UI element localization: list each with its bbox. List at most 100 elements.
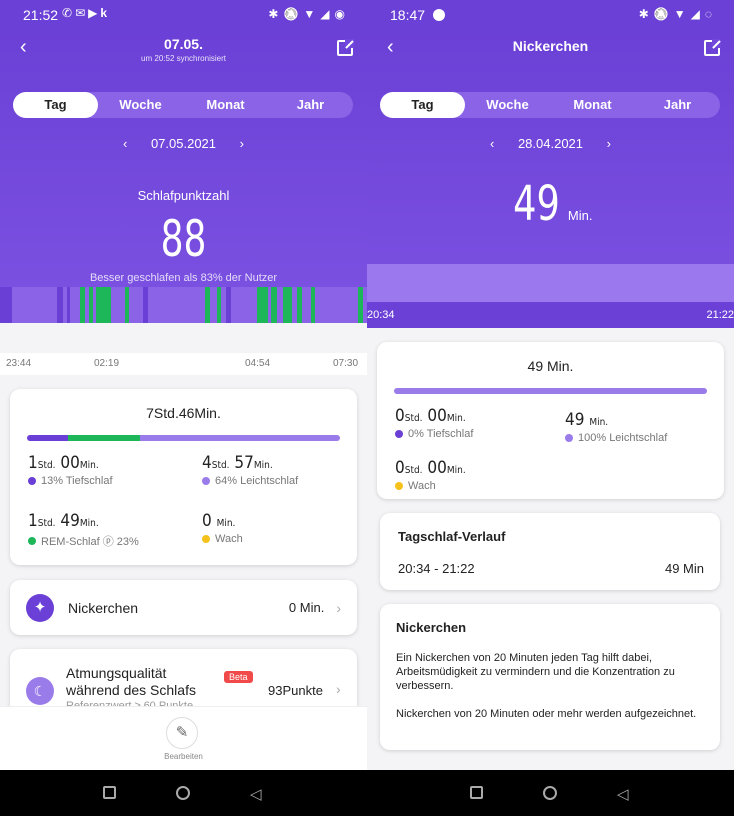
breathing-title: Atmungsqualität während des Schlafs: [66, 665, 196, 698]
time-tick: 02:19: [94, 358, 120, 369]
total-duration: 49 Min.: [527, 358, 574, 374]
system-icons: ✱ 🔕 ▼ ◢ ◌: [639, 7, 712, 21]
android-nav-bar: ◁: [367, 770, 734, 816]
stage-distribution-bar: [27, 435, 340, 441]
awake-stat: 0 Min. Wach: [202, 511, 243, 545]
info-title: Nickerchen: [396, 620, 467, 635]
wifi-icon: ▼: [303, 7, 316, 21]
light-sleep-stat: 4Std. 57Min. 64% Leichtschlaf: [202, 453, 299, 487]
edit-icon[interactable]: ✎: [166, 717, 198, 749]
tab-year[interactable]: Jahr: [296, 97, 325, 112]
app-k-icon: k: [100, 6, 108, 20]
battery-icon: ◌: [704, 7, 712, 21]
status-bar: 18:47 ✱ 🔕 ▼ ◢ ◌: [367, 0, 734, 30]
nap-minutes: 49: [512, 176, 560, 232]
chevron-right-icon: ›: [336, 599, 341, 616]
stage-segment: [311, 287, 315, 323]
prev-date-icon[interactable]: ‹: [122, 136, 128, 151]
stage-distribution-bar: [394, 388, 707, 394]
back-icon[interactable]: ‹: [20, 36, 27, 58]
tab-month[interactable]: Monat: [573, 97, 612, 112]
score-label: Schlafpunktzahl: [137, 188, 230, 203]
light-sleep-stat: 49 Min. 100% Leichtschlaf: [565, 410, 668, 444]
back-nav-icon[interactable]: ◁: [617, 786, 629, 803]
nap-label: Nickerchen: [68, 599, 139, 616]
home-icon[interactable]: [176, 786, 190, 800]
sleep-hero: ‹ 07.05. um 20:52 synchronisiert Tag Woc…: [0, 30, 367, 323]
wifi-icon: ▼: [673, 7, 686, 21]
android-nav-bar: ◁: [0, 770, 367, 816]
nap-unit: Min.: [567, 208, 593, 223]
deep-sleep-stat: 1Std. 00Min. 13% Tiefschlaf: [28, 453, 113, 487]
bottom-action-bar: ✎ Bearbeiten: [0, 706, 367, 770]
mute-icon: 🔕: [653, 7, 669, 21]
deep-sleep-stat: 0Std. 00Min. 0% Tiefschlaf: [395, 406, 474, 440]
bluetooth-icon: ✱: [268, 7, 279, 21]
next-date-icon[interactable]: ›: [606, 136, 611, 151]
sleep-summary-card: 7Std.46Min. 1Std. 00Min. 13% Tiefschlaf …: [10, 389, 357, 565]
nap-summary-card: 49 Min. 0Std. 00Min. 0% Tiefschlaf 49 Mi…: [377, 342, 724, 499]
stage-segment: [358, 287, 363, 323]
stage-segment: [67, 287, 70, 323]
nap-start-time: 20:34: [367, 309, 395, 321]
time-tick: 04:54: [245, 358, 271, 369]
total-duration: 7Std.46Min.: [146, 405, 221, 421]
current-date: 28.04.2021: [517, 136, 584, 151]
stage-segment: [257, 287, 268, 323]
sync-subtitle: um 20:52 synchronisiert: [141, 54, 226, 63]
tab-day[interactable]: Tag: [13, 92, 98, 118]
tab-day[interactable]: Tag: [380, 92, 465, 118]
stage-segment: [205, 287, 210, 323]
mute-icon: 🔕: [283, 7, 299, 21]
page-title: Nickerchen: [512, 38, 589, 54]
back-nav-icon[interactable]: ◁: [250, 786, 262, 803]
breathing-icon: ☾: [26, 677, 54, 705]
stage-segment: [226, 287, 231, 323]
home-icon[interactable]: [543, 786, 557, 800]
history-duration: 49 Min: [664, 561, 704, 576]
nap-history-card[interactable]: Tagschlaf-Verlauf 20:34 - 21:22 49 Min: [380, 513, 720, 590]
right-screen: 18:47 ✱ 🔕 ▼ ◢ ◌ ‹ Nickerchen Tag Woche M…: [367, 0, 734, 816]
status-time: 21:52: [23, 7, 59, 23]
tab-month[interactable]: Monat: [206, 97, 245, 112]
date-navigator: ‹ 28.04.2021 ›: [367, 136, 734, 151]
nap-info-card: Nickerchen Ein Nickerchen von 20 Minuten…: [380, 604, 720, 750]
period-tabs: Tag Woche Monat Jahr: [13, 92, 353, 118]
next-date-icon[interactable]: ›: [239, 136, 244, 151]
share-icon[interactable]: [337, 39, 354, 56]
nap-hero: ‹ Nickerchen Tag Woche Monat Jahr ‹ 28.0…: [367, 30, 734, 328]
prev-date-icon[interactable]: ‹: [489, 136, 495, 151]
share-icon[interactable]: [704, 39, 721, 56]
time-axis: 23:44 02:19 04:54 07:30: [0, 353, 367, 375]
nap-time-axis: 20:34 21:22: [367, 302, 734, 328]
sleep-stage-timeline: [0, 287, 367, 323]
bluetooth-icon: ✱: [638, 7, 649, 21]
nap-duration: 49 Min.: [367, 176, 734, 232]
status-bar: 21:52 ✆ ✉ ▶ k ✱ 🔕 ▼ ◢ ◉: [0, 0, 367, 30]
tab-week[interactable]: Woche: [119, 97, 162, 112]
recents-icon[interactable]: [103, 786, 116, 799]
sleep-score: 88: [160, 210, 207, 268]
period-tabs: Tag Woche Monat Jahr: [380, 92, 720, 118]
history-range: 20:34 - 21:22: [398, 561, 475, 576]
mail-icon: ✉: [75, 6, 86, 20]
whatsapp-icon: ✆: [62, 6, 73, 20]
signal-icon: ◢: [320, 7, 330, 21]
recents-icon[interactable]: [470, 786, 483, 799]
time-tick: 07:30: [333, 358, 359, 369]
rem-sleep-stat: 1Std. 49Min. REM-Schlaf ⓟ 23%: [28, 511, 139, 548]
tab-week[interactable]: Woche: [486, 97, 529, 112]
nap-row[interactable]: ✦ Nickerchen 0 Min. ›: [10, 580, 357, 635]
notification-dot-icon: [433, 9, 445, 21]
edit-label: Bearbeiten: [164, 752, 203, 761]
breathing-value: 93Punkte: [268, 683, 323, 698]
notification-icons: ✆ ✉ ▶ k: [62, 6, 107, 20]
stage-segment: [297, 287, 302, 323]
comparison-text: Besser geschlafen als 83% der Nutzer: [89, 272, 278, 284]
tab-year[interactable]: Jahr: [663, 97, 692, 112]
stage-segment: [57, 287, 63, 323]
status-time: 18:47: [390, 7, 426, 23]
info-paragraph: Nickerchen von 20 Minuten oder mehr werd…: [396, 708, 697, 720]
youtube-icon: ▶: [88, 6, 98, 20]
back-icon[interactable]: ‹: [387, 36, 394, 58]
